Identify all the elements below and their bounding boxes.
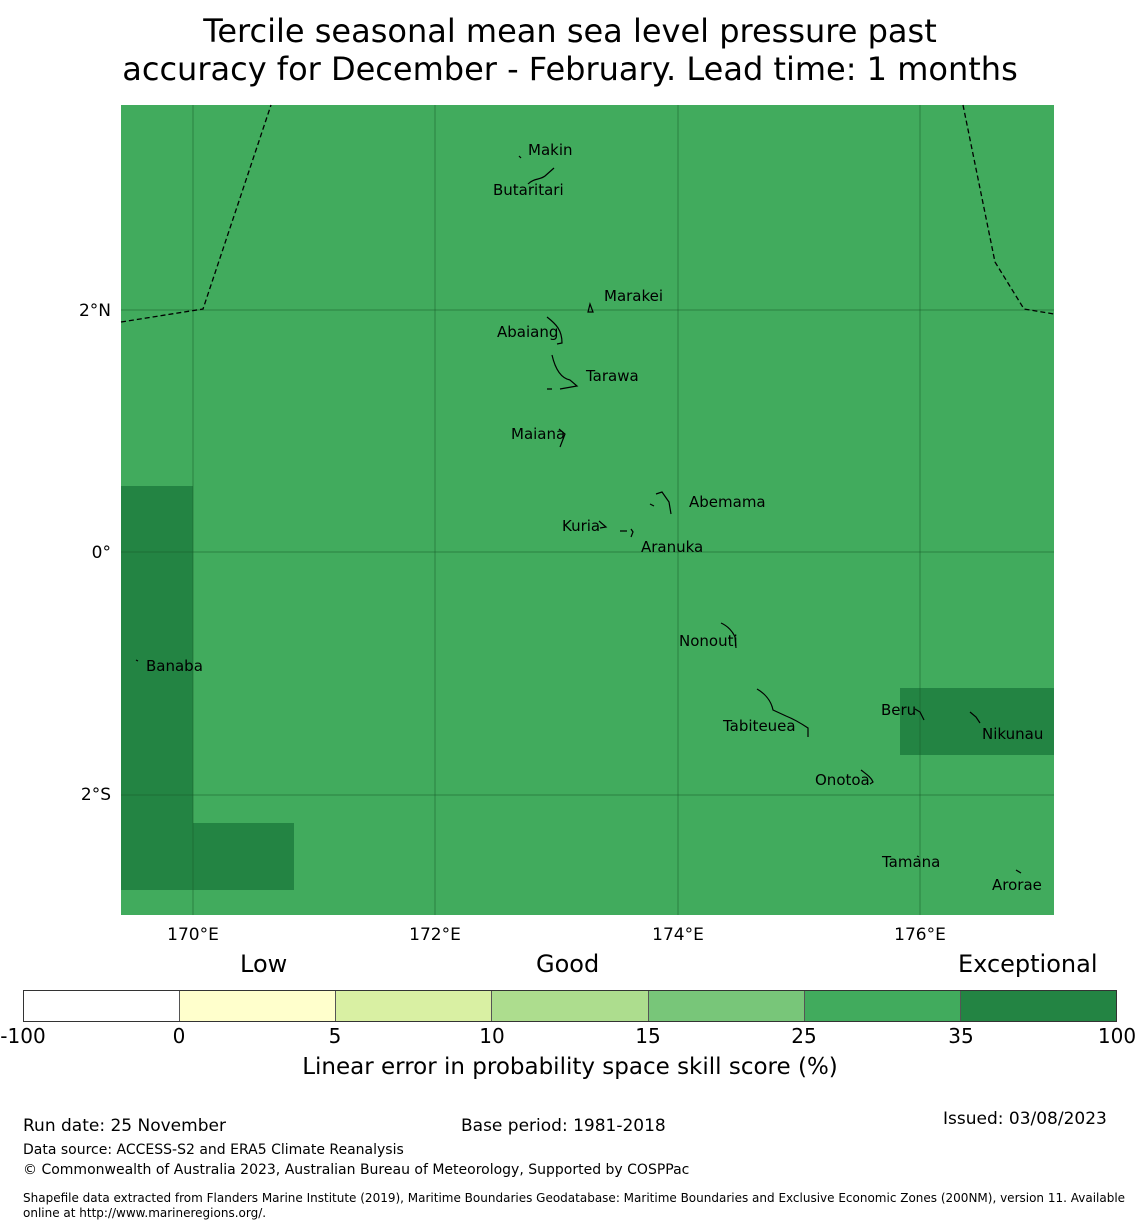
colorbar-tick: 5 <box>328 1024 342 1048</box>
island-shape-aranuka <box>620 528 634 538</box>
island-shape-nonouti <box>720 622 737 649</box>
chart-title: Tercile seasonal mean sea level pressure… <box>0 12 1140 88</box>
colorbar-tick: 35 <box>948 1024 974 1048</box>
lon-label-176e: 176°E <box>894 925 946 945</box>
lat-label-2s: 2°S <box>81 785 111 805</box>
island-shape-abaiang <box>546 316 563 345</box>
map-background <box>121 105 1054 915</box>
island-shape-makin <box>518 155 522 159</box>
category-good: Good <box>536 950 600 978</box>
lon-label-174e: 174°E <box>652 925 704 945</box>
lat-label-2n: 2°N <box>79 301 111 321</box>
island-shape-beru <box>914 708 925 721</box>
title-line-1: Tercile seasonal mean sea level pressure… <box>203 12 937 50</box>
island-label-nonouti: Nonouti <box>679 632 738 650</box>
title-line-2: accuracy for December - February. Lead t… <box>122 50 1018 88</box>
island-shape-nikunau <box>969 711 981 724</box>
run-date: Run date: 25 November <box>23 1116 226 1136</box>
eez-boundary-east <box>962 104 1055 315</box>
island-shape-kuria <box>598 520 608 529</box>
island-label-butaritari: Butaritari <box>493 181 564 199</box>
island-outlines <box>135 155 1022 874</box>
island-label-nikunau: Nikunau <box>982 725 1043 743</box>
island-label-maiana: Maiana <box>511 425 565 443</box>
colorbar-tick: -100 <box>0 1024 46 1048</box>
island-shape-marakei <box>587 301 594 313</box>
island-shape-butaritari <box>527 167 555 185</box>
island-shape-tarawa <box>547 354 579 390</box>
island-label-arorae: Arorae <box>992 876 1042 894</box>
island-shape-maiana <box>558 428 566 448</box>
lon-label-170e: 170°E <box>167 925 219 945</box>
colorbar-tick: 10 <box>479 1024 505 1048</box>
colorbar-segment-2 <box>180 991 337 1021</box>
data-source: Data source: ACCESS-S2 and ERA5 Climate … <box>23 1142 404 1158</box>
island-shape-tamana <box>916 855 920 858</box>
island-label-tamana: Tamana <box>881 853 940 871</box>
lon-label-172e: 172°E <box>409 925 461 945</box>
island-shape-arorae <box>1015 869 1022 874</box>
exceptional-region-east <box>900 688 1054 755</box>
copyright: © Commonwealth of Australia 2023, Austra… <box>23 1162 690 1178</box>
colorbar-title: Linear error in probability space skill … <box>302 1054 838 1080</box>
island-label-tarawa: Tarawa <box>585 367 639 385</box>
island-label-kuria: Kuria <box>562 517 600 535</box>
colorbar-tick: 0 <box>172 1024 186 1048</box>
base-period: Base period: 1981-2018 <box>461 1116 666 1136</box>
island-label-banaba: Banaba <box>146 657 203 675</box>
island-label-beru: Beru <box>881 701 916 719</box>
eez-boundary <box>120 104 1055 323</box>
colorbar-segment-7 <box>960 991 1116 1021</box>
colorbar-segment-1 <box>24 991 181 1021</box>
island-label-makin: Makin <box>528 141 573 159</box>
island-shape-tabiteuea <box>756 688 809 737</box>
island-shape-abemama <box>649 491 672 515</box>
issued-date: Issued: 03/08/2023 <box>943 1109 1107 1129</box>
island-label-aranuka: Aranuka <box>641 538 703 556</box>
colorbar-tick: 15 <box>635 1024 661 1048</box>
island-label-onotoa: Onotoa <box>815 771 870 789</box>
lat-label-0: 0° <box>92 543 111 563</box>
island-shape-onotoa <box>860 769 874 785</box>
island-label-tabiteuea: Tabiteuea <box>722 717 796 735</box>
island-label-abaiang: Abaiang <box>497 323 558 341</box>
island-label-marakei: Marakei <box>604 287 663 305</box>
exceptional-region-southwest <box>193 823 294 890</box>
colorbar-segment-5 <box>648 991 805 1021</box>
colorbar-tick: 100 <box>1097 1024 1137 1048</box>
category-low: Low <box>240 950 288 978</box>
eez-boundary-west <box>120 104 272 323</box>
gridlines <box>121 105 1054 915</box>
colorbar-segment-3 <box>336 991 493 1021</box>
island-shape-banaba <box>135 659 139 662</box>
category-exceptional: Exceptional <box>958 950 1098 978</box>
island-label-abemama: Abemama <box>689 493 766 511</box>
colorbar-segment-4 <box>492 991 649 1021</box>
colorbar-tick: 25 <box>791 1024 817 1048</box>
axis-labels: 170°E 172°E 174°E 176°E 2°N 0° 2°S <box>79 301 946 945</box>
island-labels: Makin Butaritari Marakei Abaiang Tarawa … <box>146 141 1043 894</box>
colorbar <box>23 990 1117 1022</box>
colorbar-segment-6 <box>804 991 961 1021</box>
shapefile-credit: Shapefile data extracted from Flanders M… <box>23 1191 1126 1220</box>
map: Makin Butaritari Marakei Abaiang Tarawa … <box>79 104 1055 945</box>
exceptional-region-west <box>121 486 193 890</box>
